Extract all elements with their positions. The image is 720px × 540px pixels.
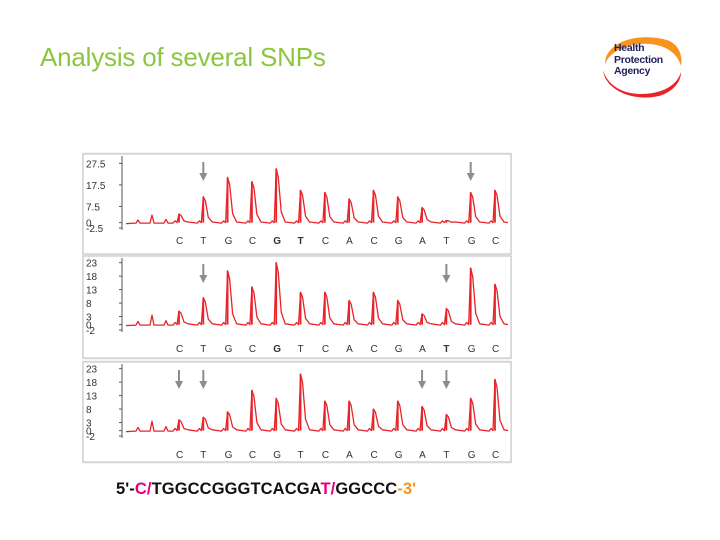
x-tick-label: G [395,450,403,461]
logo-swoosh-icon [603,37,682,98]
x-tick-label: A [346,344,353,355]
x-tick-label: T [200,450,206,461]
x-tick-label: C [492,450,499,461]
sequence-prefix: 5'- [116,480,135,498]
y-tick-label: 23 [86,365,98,376]
x-tick-label: C [249,450,256,461]
x-tick-label: A [346,236,353,247]
y-tick-label: -2.5 [86,224,104,235]
y-tick-label: 8 [86,299,92,310]
x-tick-label: C [322,344,329,355]
y-tick-label: 18 [86,272,98,283]
x-tick-label: G [273,450,281,461]
x-tick-label: C [322,236,329,247]
chart-panel-2: 23 18 13 8 30-2 C T G C G T C A C G A T G C [82,255,512,359]
y-tick-label: 17.5 [86,181,106,192]
y-tick-label: -2 [86,326,95,337]
y-tick-label: 3 [86,419,92,430]
y-tick-label: 23 [86,259,98,270]
sequence-middle: TGGCCGGGTCACGA [151,480,321,498]
x-tick-label: G [273,344,281,355]
y-tick-label: 8 [86,405,92,416]
x-tick-label: C [176,344,183,355]
chart-panel-1: 27.5 17.5 7.5 0-2.5 C T G C G T C A C G A T G C [82,153,512,255]
snp-arrow-head-icon [442,381,451,389]
x-tick-label: C [492,344,499,355]
x-tick-label: C [249,344,256,355]
x-tick-label: T [443,236,449,247]
panel-background [82,255,512,359]
x-tick-label: C [370,450,377,461]
x-tick-label: G [468,450,476,461]
health-protection-agency-logo: Health Protection Agency [597,30,687,104]
x-tick-label: G [225,236,233,247]
snp-arrow-head-icon [442,275,451,283]
x-tick-label: G [225,344,233,355]
x-tick-label: G [468,236,476,247]
pyrogram-trace [125,168,509,225]
x-tick-label: T [298,344,304,355]
x-tick-label: C [492,236,499,247]
x-tick-label: C [176,450,183,461]
y-tick-label: 3 [86,313,92,324]
y-tick-label: 13 [86,392,98,403]
x-tick-label: A [346,450,353,461]
x-tick-label: C [249,236,256,247]
snp-arrow-head-icon [199,275,208,283]
x-tick-label: T [298,450,304,461]
sequence-tail: GGCCC [335,480,398,498]
y-tick-label: 0 [86,219,92,230]
panel-background [82,153,512,255]
x-tick-label: G [395,344,403,355]
x-tick-label: T [200,344,206,355]
x-tick-label: T [200,236,206,247]
x-tick-label: C [176,236,183,247]
x-tick-label: G [395,236,403,247]
logo-line-1: Health [614,42,645,54]
sequence-snp-2: T/ [320,480,336,498]
slide-title: Analysis of several SNPs [40,42,326,72]
y-tick-label: 13 [86,286,98,297]
logo-line-3: Agency [614,65,651,77]
pyrogram-charts: 27.517.57.50-2.5C T G C G T C A C G A T G C231813830-… [82,153,512,463]
x-tick-label: T [298,236,304,247]
snp-arrow-head-icon [466,173,475,181]
x-tick-label: G [225,450,233,461]
x-tick-label: T [443,344,449,355]
x-tick-label: A [419,450,426,461]
y-tick-label: 0 [86,427,92,438]
chart-panel-3: 23 18 13 8 30-2 C T G C G T C A C G A T G C [82,361,512,463]
sequence-suffix: -3' [397,480,417,498]
logo-line-2: Protection [614,53,663,66]
x-tick-label: T [443,450,449,461]
y-tick-label: 18 [86,378,98,389]
x-tick-label: C [370,344,377,355]
pyrogram-figure: 27.5 17.5 7.5 0 -2.5 C T G C G T C A C G A T G C 23 18 13 8 3 0-… [82,152,512,464]
y-tick-label: 7.5 [86,202,100,213]
x-tick-label: A [419,344,426,355]
y-tick-label: -2 [86,432,95,443]
x-tick-label: G [468,344,476,355]
x-tick-label: C [370,236,377,247]
y-tick-label: 27.5 [86,159,106,170]
sequence-snp-1: C/ [134,480,152,498]
snp-arrow-head-icon [199,381,208,389]
panel-background [82,361,512,463]
logo-text: Health Protection Agency [614,42,663,78]
snp-sequence: 5'-C/TGGCCGGGTCACGAT/GGCCC-3' [116,480,416,499]
x-tick-label: A [419,236,426,247]
snp-arrow-head-icon [199,173,208,181]
snp-arrow-head-icon [418,381,427,389]
snp-arrow-head-icon [175,381,183,389]
x-tick-label: G [273,236,281,247]
y-tick-label: 0 [86,321,92,332]
x-tick-label: C [322,450,329,461]
